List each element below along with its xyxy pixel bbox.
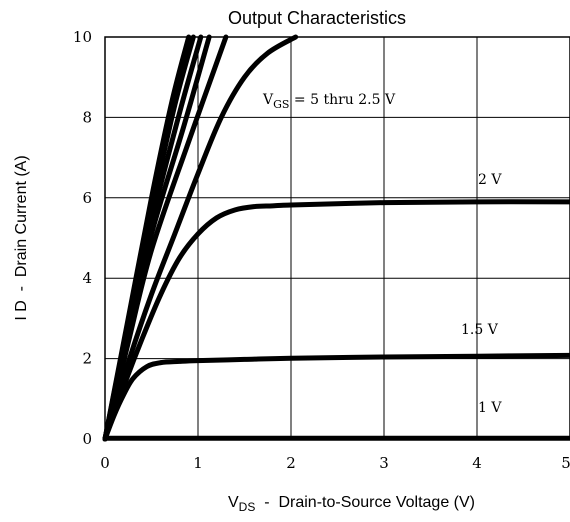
- x-tick-label: 2: [286, 454, 296, 472]
- y-tick-label: 2: [82, 350, 92, 368]
- series-line-6: [102, 34, 299, 442]
- chart-title: Output Characteristics: [228, 8, 406, 28]
- series-line-5: [102, 34, 229, 442]
- y-axis-label: I D - Drain Current (A): [13, 155, 30, 320]
- label-1v: 1 V: [478, 400, 502, 416]
- curves: [102, 34, 570, 442]
- vgs-prefix: V: [262, 92, 274, 108]
- label-1-5v: 1.5 V: [461, 322, 499, 338]
- x-tick-label: 5: [561, 454, 570, 472]
- y-tick-label: 10: [73, 28, 92, 46]
- x-tick-label: 4: [472, 454, 482, 472]
- x-axis-label-rest: - Drain-to-Source Voltage (V): [255, 494, 475, 511]
- x-tick-label: 0: [100, 454, 110, 472]
- y-tick-label: 0: [82, 430, 92, 448]
- x-axis-label-sub: DS: [239, 500, 256, 514]
- series-line-7: [102, 199, 570, 442]
- x-tick-label: 1: [193, 454, 203, 472]
- vgs-annotation: VGS = 5 thru 2.5 V: [262, 92, 396, 111]
- series-line-8: [102, 352, 570, 442]
- tick-labels: 0 1 2 3 4 5 0 2 4 6 8 10: [73, 28, 570, 472]
- y-tick-label: 6: [82, 189, 92, 207]
- x-tick-label: 3: [379, 454, 389, 472]
- y-tick-label: 4: [82, 269, 92, 287]
- vgs-rest: = 5 thru 2.5 V: [289, 92, 396, 108]
- x-axis-label-main: V: [228, 494, 239, 511]
- label-2v: 2 V: [478, 172, 502, 188]
- x-axis-label: VDS - Drain-to-Source Voltage (V): [228, 494, 475, 514]
- vgs-subscript: GS: [273, 98, 289, 111]
- y-tick-label: 8: [82, 108, 92, 126]
- plot-frame: [104, 36, 570, 440]
